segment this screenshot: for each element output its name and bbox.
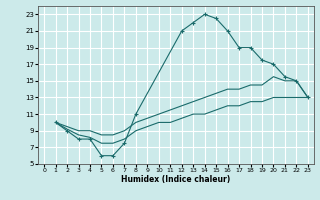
X-axis label: Humidex (Indice chaleur): Humidex (Indice chaleur) bbox=[121, 175, 231, 184]
